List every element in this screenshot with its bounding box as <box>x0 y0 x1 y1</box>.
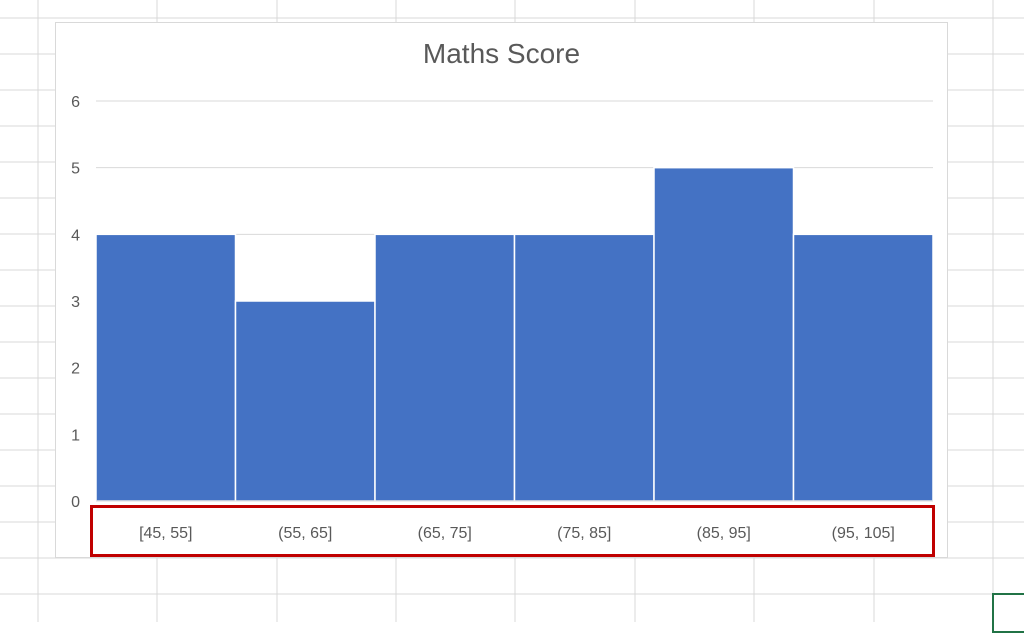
histogram-plot: 0 1 2 3 4 5 6 [45, 55] (55, 65] (65, 75] (75, 85] (… <box>71 94 934 542</box>
histogram-bar <box>95 233 237 502</box>
y-tick-label: 0 <box>71 494 80 511</box>
x-tick-label: [45, 55] <box>139 525 192 542</box>
x-tick-label: (75, 85] <box>557 525 611 542</box>
histogram-bar <box>513 233 655 502</box>
y-tick-label: 2 <box>71 361 80 378</box>
x-tick-label: (65, 75] <box>418 525 472 542</box>
histogram-bar <box>653 166 795 502</box>
selected-cell[interactable] <box>992 593 1024 633</box>
y-tick-label: 5 <box>71 161 80 178</box>
y-tick-label: 6 <box>71 94 80 111</box>
y-tick-label: 3 <box>71 294 80 311</box>
histogram-bar <box>234 300 376 502</box>
x-axis-highlight-box <box>90 505 935 557</box>
chart-title: Maths Score <box>422 38 581 69</box>
x-tick-label: (55, 65] <box>278 525 332 542</box>
x-tick-label: (85, 95] <box>697 525 751 542</box>
histogram-bar <box>792 233 934 502</box>
x-tick-label: (95, 105] <box>832 525 895 542</box>
y-tick-label: 4 <box>71 227 80 244</box>
histogram-bar <box>374 233 516 502</box>
y-tick-label: 1 <box>71 427 80 444</box>
chart-area[interactable]: 0 1 2 3 4 5 6 [45, 55] (55, 65] (65, 75] (75, 85] (… <box>55 22 948 558</box>
